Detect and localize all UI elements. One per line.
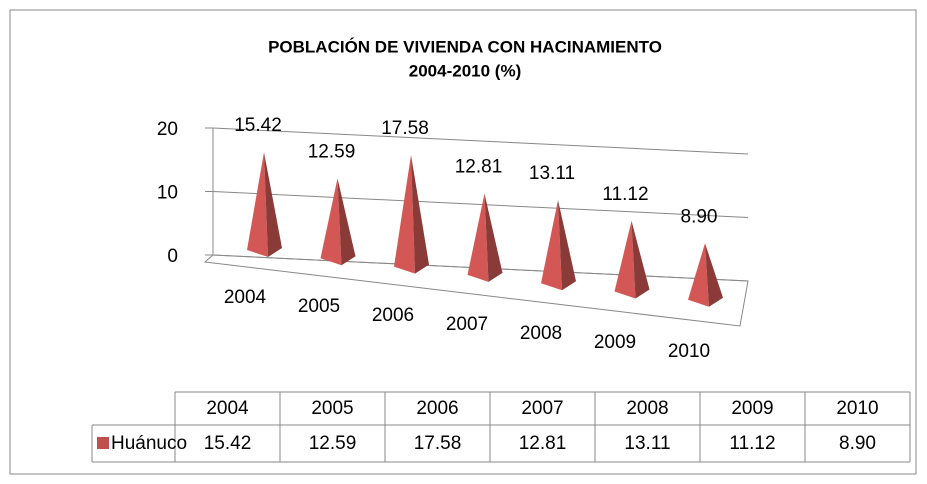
x-tick-label: 2010	[668, 341, 710, 362]
chart-border	[9, 9, 917, 475]
legend-swatch	[97, 437, 109, 449]
x-tick-label: 2004	[224, 287, 267, 308]
pyramid-face	[264, 152, 282, 257]
grid-line	[212, 191, 749, 218]
data-label: 11.12	[602, 184, 648, 205]
table-header: 2007	[521, 398, 563, 419]
y-tick-label: 20	[157, 119, 178, 140]
pyramid	[541, 199, 576, 291]
table-value: 12.59	[309, 433, 357, 454]
legend-label: Huánuco	[111, 433, 187, 454]
data-label: 12.81	[455, 157, 503, 178]
table-value: 17.58	[414, 433, 462, 454]
x-tick-label: 2005	[298, 296, 340, 317]
table-value: 12.81	[519, 433, 567, 454]
table-header: 2008	[626, 398, 668, 419]
pyramid-face	[411, 154, 429, 274]
y-tick-label: 10	[157, 183, 178, 204]
pyramid	[320, 178, 356, 266]
x-tick-label: 2006	[372, 305, 414, 326]
chart-title: 2004-2010 (%)	[409, 61, 521, 80]
pyramid-face	[558, 199, 576, 291]
data-label: 15.42	[234, 115, 282, 136]
data-label: 17.58	[381, 118, 429, 139]
table-header: 2006	[416, 398, 458, 419]
table-value: 15.42	[204, 433, 252, 454]
x-tick-label: 2008	[520, 323, 562, 344]
pyramid-face	[467, 193, 489, 282]
table-value: 11.12	[729, 433, 775, 454]
pyramid	[688, 243, 723, 307]
pyramid-face	[541, 199, 562, 291]
data-label: 13.11	[529, 163, 575, 184]
table-value: 13.11	[624, 433, 670, 454]
data-label: 8.90	[681, 206, 718, 227]
chart-title: POBLACIÓN DE VIVIENDA CON HACINAMIENTO	[268, 37, 662, 56]
table-header: 2004	[206, 398, 249, 419]
pyramid-face	[247, 152, 268, 257]
x-tick-label: 2009	[594, 332, 636, 353]
x-tick-label: 2007	[446, 314, 488, 335]
pyramid-face	[688, 243, 709, 307]
pyramid	[614, 220, 650, 299]
pyramid-face	[394, 154, 415, 274]
table-header: 2010	[836, 398, 878, 419]
table-header: 2005	[311, 398, 353, 419]
pyramid-face	[614, 220, 636, 299]
pyramid-face	[337, 178, 356, 266]
pyramid-face	[631, 220, 650, 299]
pyramid-face	[484, 193, 503, 282]
table-header: 2009	[731, 398, 773, 419]
pyramid	[467, 193, 503, 282]
grid-line	[212, 127, 749, 155]
pyramid	[247, 152, 282, 257]
table-value: 8.90	[839, 433, 876, 454]
data-label: 12.59	[308, 141, 356, 162]
y-tick-label: 0	[167, 246, 178, 267]
pyramid	[394, 154, 429, 274]
pyramid-face	[320, 178, 342, 266]
pyramid-face	[705, 243, 723, 307]
